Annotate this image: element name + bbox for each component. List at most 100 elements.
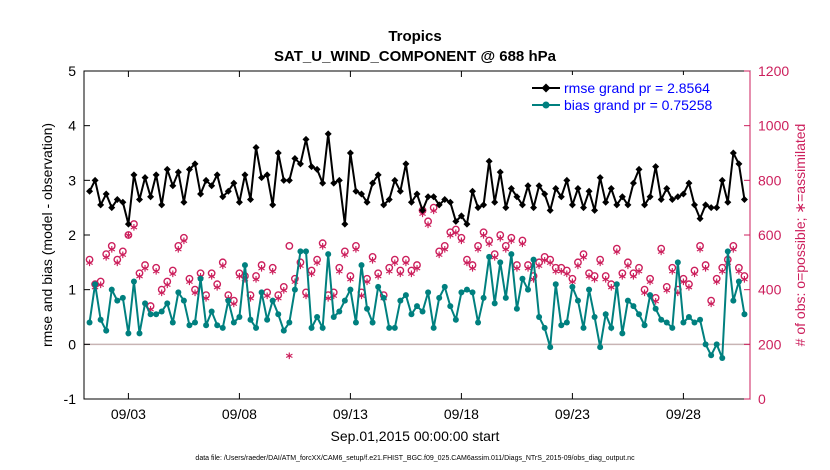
- obs-assimilated-point: *: [591, 274, 599, 290]
- obs-assimilated-point: *: [263, 291, 271, 307]
- obs-assimilated-point: *: [219, 261, 227, 277]
- obs-assimilated-point: *: [530, 274, 538, 290]
- obs-assimilated-point: *: [130, 223, 138, 239]
- obs-assimilated-point: *: [86, 258, 94, 274]
- bias-point: [230, 319, 237, 326]
- obs-possible-point: [690, 266, 699, 275]
- bias-point: [674, 259, 681, 266]
- obs-possible-point: [524, 261, 532, 269]
- rmse-point: [629, 179, 637, 187]
- obs-assimilated-point: *: [258, 264, 266, 280]
- bias-point: [319, 324, 326, 331]
- obs-assimilated-point: *: [535, 261, 543, 277]
- legend-rmse-marker: [541, 83, 551, 93]
- obs-assimilated-point: *: [585, 272, 593, 288]
- bias-point: [724, 248, 731, 255]
- bias-point: [502, 294, 509, 301]
- rmse-point: [152, 171, 160, 179]
- bias-point: [480, 294, 487, 301]
- obs-possible-point: [107, 242, 116, 250]
- x-tick-label: 09/28: [666, 406, 701, 422]
- obs-assimilated-point: *: [158, 288, 166, 304]
- obs-assimilated-point: *: [702, 264, 710, 280]
- bias-point: [580, 324, 587, 331]
- obs-assimilated-point: *: [447, 231, 455, 247]
- rmse-point: [513, 193, 521, 201]
- bias-point: [624, 297, 631, 304]
- obs-possible-point: [352, 242, 360, 250]
- rmse-point: [330, 179, 338, 187]
- obs-assimilated-point: *: [236, 272, 244, 288]
- rmse-point: [463, 220, 471, 228]
- bias-point: [735, 278, 742, 285]
- bias-point: [103, 327, 110, 334]
- bias-point: [119, 294, 126, 301]
- obs-possible-point: [490, 250, 499, 259]
- rmse-point: [552, 185, 560, 193]
- obs-assimilated-point: *: [463, 258, 471, 274]
- obs-assimilated-point: *: [191, 288, 199, 304]
- legend-rmse-label: rmse grand pr = 2.8564: [564, 80, 710, 96]
- bias-point: [375, 283, 382, 290]
- obs-assimilated-point: *: [441, 244, 449, 260]
- rmse-point: [319, 179, 327, 187]
- obs-assimilated-point: *: [685, 283, 693, 299]
- rmse-point: [147, 193, 155, 201]
- bias-point: [613, 281, 620, 288]
- rmse-point: [252, 144, 260, 152]
- rmse-point: [702, 201, 710, 209]
- bias-point: [574, 297, 581, 304]
- obs-possible-point: [590, 272, 599, 280]
- bias-point: [425, 289, 432, 296]
- y-left-tick-label: 3: [68, 172, 76, 188]
- bias-point: [691, 319, 698, 326]
- obs-assimilated-point: *: [596, 258, 604, 274]
- y-left-tick-label: 2: [68, 227, 76, 243]
- obs-possible-point: [562, 266, 571, 275]
- bias-point: [153, 311, 160, 318]
- obs-possible-point: [685, 280, 693, 289]
- bias-point: [280, 327, 287, 334]
- bias-point: [647, 292, 654, 299]
- obs-assimilated-point: *: [297, 261, 305, 277]
- rmse-point: [624, 201, 632, 209]
- rmse-point: [485, 157, 493, 165]
- obs-possible-point: [668, 263, 677, 272]
- obs-assimilated-point: *: [574, 261, 582, 277]
- obs-possible-point: [152, 263, 161, 272]
- y-right-tick-label: 800: [758, 172, 782, 188]
- bias-point: [741, 311, 748, 318]
- rmse-point: [668, 195, 676, 203]
- x-axis-label: Sep.01,2015 00:00:00 start: [331, 428, 500, 444]
- rmse-point: [518, 201, 526, 209]
- obs-possible-point: [629, 269, 638, 278]
- obs-assimilated-point: *: [696, 244, 704, 260]
- obs-possible-point: [102, 250, 111, 259]
- obs-assimilated-point: *: [241, 274, 249, 290]
- obs-possible-point: [596, 255, 605, 264]
- obs-possible-point: [635, 263, 643, 272]
- obs-assimilated-point: *: [114, 258, 122, 274]
- obs-assimilated-point: *: [286, 351, 294, 367]
- obs-possible-point: [401, 255, 410, 264]
- bias-point: [452, 316, 459, 323]
- obs-possible-point: [113, 255, 122, 264]
- rmse-point: [602, 198, 610, 206]
- rmse-point: [724, 198, 732, 206]
- obs-assimilated-point: *: [669, 266, 677, 282]
- rmse-point: [691, 201, 698, 209]
- obs-assimilated-point: *: [152, 266, 160, 282]
- bias-point: [336, 308, 343, 315]
- rmse-point: [363, 198, 371, 206]
- y-right-tick-label: 1000: [758, 118, 789, 134]
- bias-point: [469, 289, 476, 296]
- bias-point: [536, 314, 543, 320]
- bias-point: [352, 319, 359, 326]
- obs-possible-point: [174, 242, 183, 250]
- rmse-point: [441, 195, 449, 203]
- y-left-tick-label: 5: [68, 63, 76, 79]
- rmse-point: [191, 160, 199, 168]
- y-right-tick-label: 600: [758, 227, 782, 243]
- obs-possible-point: [335, 263, 344, 272]
- bias-point: [208, 308, 215, 315]
